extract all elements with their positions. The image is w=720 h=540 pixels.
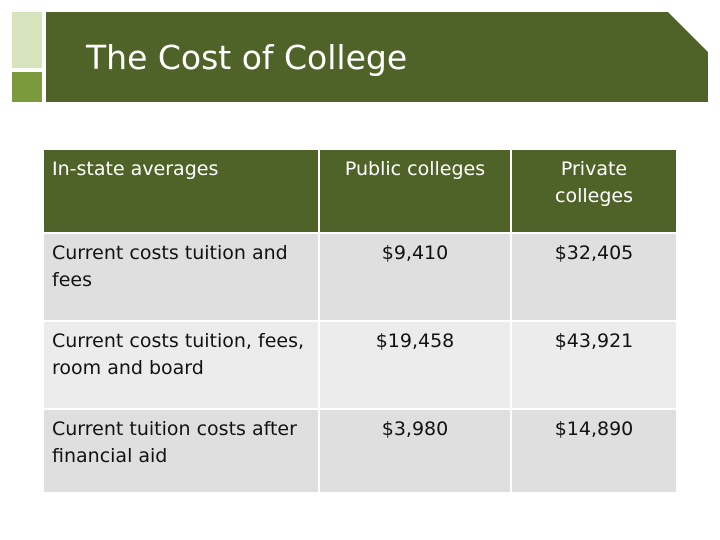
cost-table: In-state averages Public colleges Privat… [42, 148, 678, 494]
header-public-colleges: Public colleges [318, 148, 512, 234]
public-cost-cell: $19,458 [318, 320, 512, 410]
slide-title: The Cost of College [86, 38, 408, 77]
private-cost-cell: $14,890 [510, 408, 678, 494]
public-cost-cell: $9,410 [318, 232, 512, 322]
table-row: Current costs tuition, fees, room and bo… [42, 320, 678, 410]
decorative-accent-light [12, 12, 42, 68]
table-row: Current costs tuition and fees $9,410 $3… [42, 232, 678, 322]
row-label: Current tuition costs after financial ai… [42, 408, 320, 494]
header-private-colleges: Private colleges [510, 148, 678, 234]
row-label: Current costs tuition, fees, room and bo… [42, 320, 320, 410]
header-in-state-averages: In-state averages [42, 148, 320, 234]
table-row: Current tuition costs after financial ai… [42, 408, 678, 494]
table-header-row: In-state averages Public colleges Privat… [42, 148, 678, 234]
row-label: Current costs tuition and fees [42, 232, 320, 322]
private-cost-cell: $32,405 [510, 232, 678, 322]
public-cost-cell: $3,980 [318, 408, 512, 494]
decorative-accent-dark [12, 72, 42, 102]
title-banner: The Cost of College [46, 12, 708, 102]
private-cost-cell: $43,921 [510, 320, 678, 410]
